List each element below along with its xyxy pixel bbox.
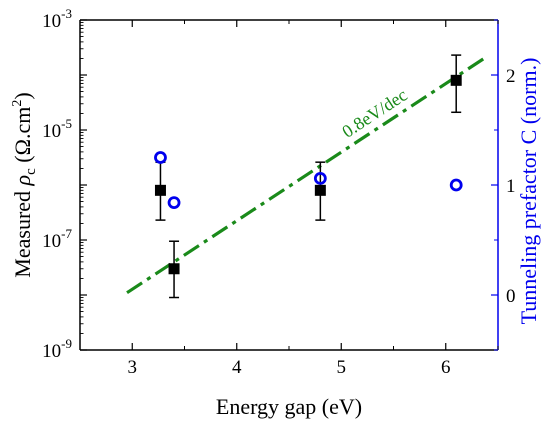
x-tick-label: 3 bbox=[128, 357, 138, 378]
tick-layer: 3 4 5 6 10-9 10-7 10-5 10-3 0 1 2 bbox=[42, 6, 515, 378]
prefactor-point bbox=[154, 151, 167, 164]
y-axis-label: Measured ρc (Ω.cm2) bbox=[10, 92, 39, 277]
measured-point bbox=[168, 263, 180, 275]
x-axis-label: Energy gap (eV) bbox=[216, 394, 362, 419]
prefactor-point bbox=[167, 196, 181, 210]
measured-point bbox=[450, 74, 462, 86]
y-tick-label: 10-7 bbox=[42, 226, 72, 252]
fit-slope-label: 0.8eV/dec bbox=[338, 85, 410, 142]
prefactor-point bbox=[313, 171, 327, 185]
x-tick-label: 5 bbox=[337, 357, 347, 378]
y-tick-label: 10-3 bbox=[42, 6, 72, 32]
label-layer: Energy gap (eV) Measured ρc (Ω.cm2) Tunnel… bbox=[10, 58, 541, 419]
y2-tick-label: 1 bbox=[506, 176, 516, 197]
y-tick-label: 10-9 bbox=[42, 336, 72, 362]
error-bar-layer bbox=[155, 54, 462, 299]
x-tick-label: 4 bbox=[232, 357, 242, 378]
fit-line bbox=[126, 54, 489, 295]
y-tick-label: 10-5 bbox=[42, 116, 72, 142]
prefactor-point bbox=[449, 178, 463, 192]
y2-tick-label: 2 bbox=[506, 66, 516, 87]
measured-point bbox=[154, 184, 166, 196]
x-tick-label: 6 bbox=[441, 357, 451, 378]
measured-point bbox=[314, 184, 326, 196]
fit-line-layer: 0.8eV/dec bbox=[126, 54, 489, 295]
y2-tick-label: 0 bbox=[506, 286, 516, 307]
marker-layer bbox=[154, 74, 463, 275]
y2-axis-label: Tunneling prefactor C (norm.) bbox=[516, 58, 541, 325]
